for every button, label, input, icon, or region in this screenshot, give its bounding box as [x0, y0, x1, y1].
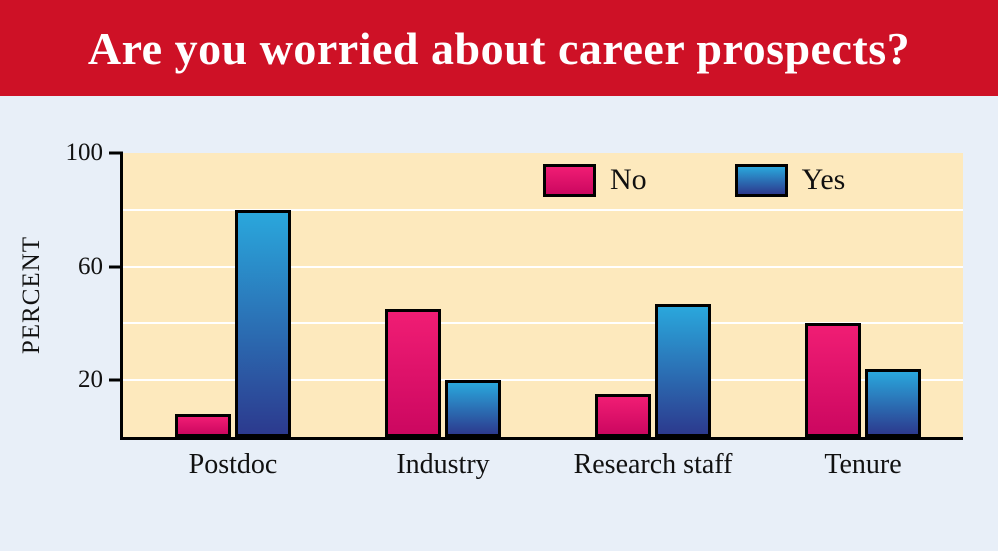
category-label-industry: Industry: [396, 449, 490, 480]
legend-item-yes: Yes: [734, 163, 846, 197]
y-axis-label: PERCENT: [18, 235, 45, 355]
y-axis-label-wrap: PERCENT: [18, 153, 46, 437]
bar-no-tenure: [805, 323, 861, 437]
bar-yes-research-staff: [655, 303, 711, 437]
gridline-60: [123, 265, 963, 268]
category-label-tenure: Tenure: [824, 449, 902, 480]
legend-swatch-no: [543, 163, 596, 197]
bar-yes-tenure: [865, 368, 921, 437]
legend-item-no: No: [543, 163, 647, 197]
legend: No Yes: [543, 163, 845, 197]
gridline-20: [123, 379, 963, 382]
gridline-80: [123, 208, 963, 211]
y-tick-100: [109, 151, 123, 155]
y-tick-label-60: 60: [78, 252, 103, 280]
bar-no-industry: [385, 309, 441, 437]
y-tick-label-100: 100: [65, 139, 104, 166]
page-title: Are you worried about career prospects?: [87, 22, 911, 74]
bar-yes-industry: [445, 380, 501, 437]
category-label-postdoc: Postdoc: [188, 449, 278, 480]
legend-swatch-yes: [734, 163, 788, 197]
bar-no-postdoc: [175, 414, 231, 437]
category-label-research-staff: Research staff: [573, 449, 733, 480]
legend-label-no: No: [610, 163, 647, 196]
gridline-40: [123, 322, 963, 325]
y-tick-20: [109, 378, 123, 382]
y-tick-60: [109, 265, 123, 269]
banner: Are you worried about career prospects?: [0, 0, 998, 96]
bar-no-research-staff: [595, 394, 651, 437]
bar-yes-postdoc: [235, 209, 291, 437]
plot-area: No Yes 100 60 20 Postdoc Industry Research st…: [66, 139, 963, 479]
y-tick-label-20: 20: [78, 366, 103, 394]
legend-label-yes: Yes: [801, 163, 846, 196]
